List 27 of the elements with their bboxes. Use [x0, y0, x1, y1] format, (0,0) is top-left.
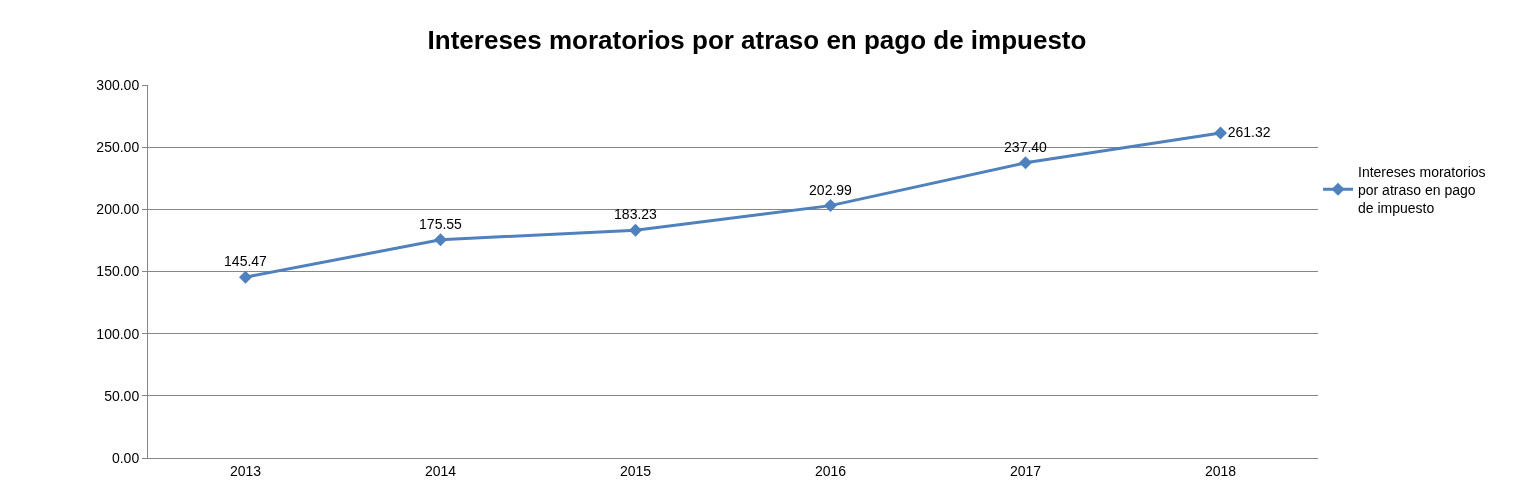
y-tick-label: 150.00	[96, 263, 140, 280]
x-tick-label: 2015	[619, 462, 652, 479]
data-label: 183.23	[614, 206, 658, 223]
x-tick-label: 2018	[1204, 462, 1237, 479]
x-tick-label: 2017	[1009, 462, 1042, 479]
point	[629, 223, 642, 237]
x-tick-label: 2016	[814, 462, 847, 479]
chart-title: Intereses moratorios por atraso en pago de impuesto	[427, 24, 1087, 55]
point	[1214, 126, 1227, 140]
y-tick-label: 250.00	[96, 139, 140, 156]
data-label: 145.47	[224, 253, 268, 270]
x-tick-label: 2014	[424, 462, 457, 479]
y-tick-label: 200.00	[96, 201, 140, 218]
y-tick-label: 50.00	[104, 387, 140, 404]
legend-label: Intereses moratorios por atraso en pago de impuesto	[1358, 163, 1486, 216]
point	[1019, 156, 1032, 170]
data-label: 175.55	[419, 215, 463, 232]
data-label: 237.40	[1004, 139, 1048, 156]
y-tick-label: 0.00	[111, 449, 140, 466]
y-tick-label: 100.00	[96, 325, 140, 342]
point	[434, 233, 447, 247]
y-tick-label: 300.00	[96, 76, 140, 93]
data-label: 202.99	[809, 181, 853, 198]
point	[824, 199, 837, 213]
x-tick-label: 2013	[229, 462, 262, 479]
point	[239, 270, 252, 284]
data-label: 261.32	[1227, 123, 1271, 140]
